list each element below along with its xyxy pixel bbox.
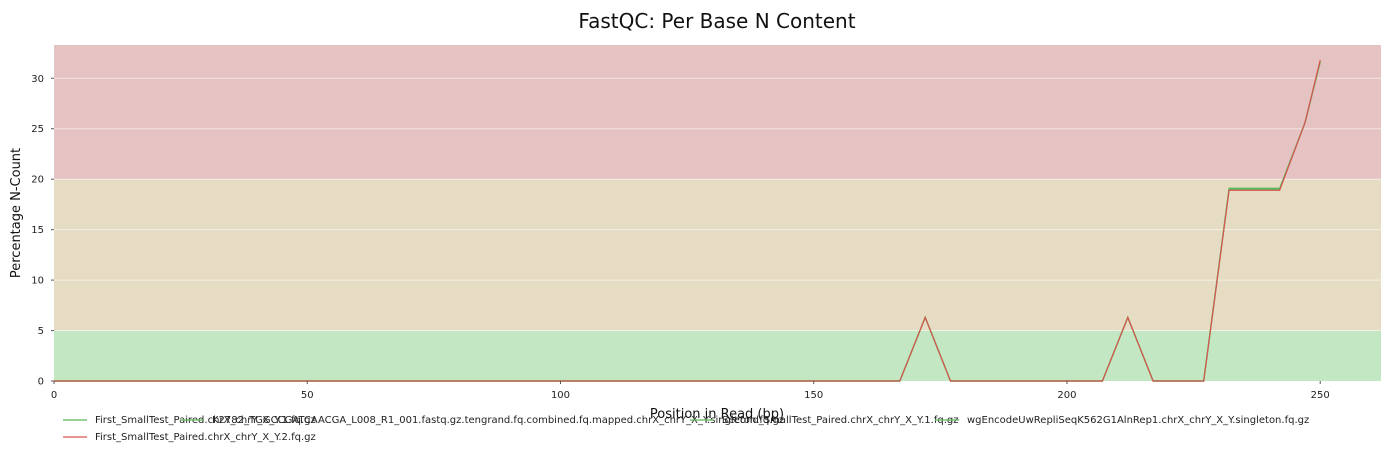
x-tick-label-1: 50 (301, 390, 314, 401)
y-tick-label-4: 20 (31, 175, 44, 186)
band-0 (54, 330, 1381, 381)
y-tick-label-6: 30 (31, 74, 44, 85)
legend-label-1: K2782_TGGCCGATCAACGA_L008_R1_001.fastq.g… (212, 415, 784, 426)
y-tick-label-2: 10 (31, 276, 44, 287)
grid-lines (54, 77, 1381, 332)
x-tick-label-5: 250 (1311, 390, 1330, 401)
y-axis-ticks: 0 5 10 15 20 25 30 (31, 74, 54, 388)
y-tick-label-5: 25 (31, 124, 44, 135)
series-line-4 (54, 59, 1321, 382)
chart-title: FastQC: Per Base N Content (578, 9, 855, 33)
x-axis-title: Position in Read (bp) (650, 407, 784, 422)
legend-label-4: First_SmallTest_Paired.chrX_chrY_X_Y.2.f… (95, 432, 316, 443)
legend-label-3: wgEncodeUwRepliSeqK562G1AlnRep1.chrX_chr… (967, 415, 1309, 426)
y-axis-title: Percentage N-Count (9, 148, 24, 278)
band-2 (54, 45, 1381, 180)
legend-label-2: Second_SmallTest_Paired.chrX_chrY_X_Y.1.… (722, 415, 958, 426)
x-tick-label-4: 200 (1057, 390, 1076, 401)
x-axis-ticks: 0 50 100 150 200 250 (51, 381, 1330, 401)
legend-label-0: First_SmallTest_Paired.chrX_chrY_X_Y.1.f… (95, 415, 316, 426)
y-tick-label-1: 5 (38, 326, 44, 337)
x-tick-label-2: 100 (551, 390, 570, 401)
band-1 (54, 179, 1381, 331)
y-tick-label-0: 0 (38, 377, 44, 388)
x-tick-label-0: 0 (51, 390, 57, 401)
x-tick-label-3: 150 (804, 390, 823, 401)
quality-bands (54, 45, 1381, 381)
y-tick-label-3: 15 (31, 225, 44, 236)
legend: First_SmallTest_Paired.chrX_chrY_X_Y.1.f… (63, 415, 1309, 443)
series-lines (54, 59, 1321, 382)
